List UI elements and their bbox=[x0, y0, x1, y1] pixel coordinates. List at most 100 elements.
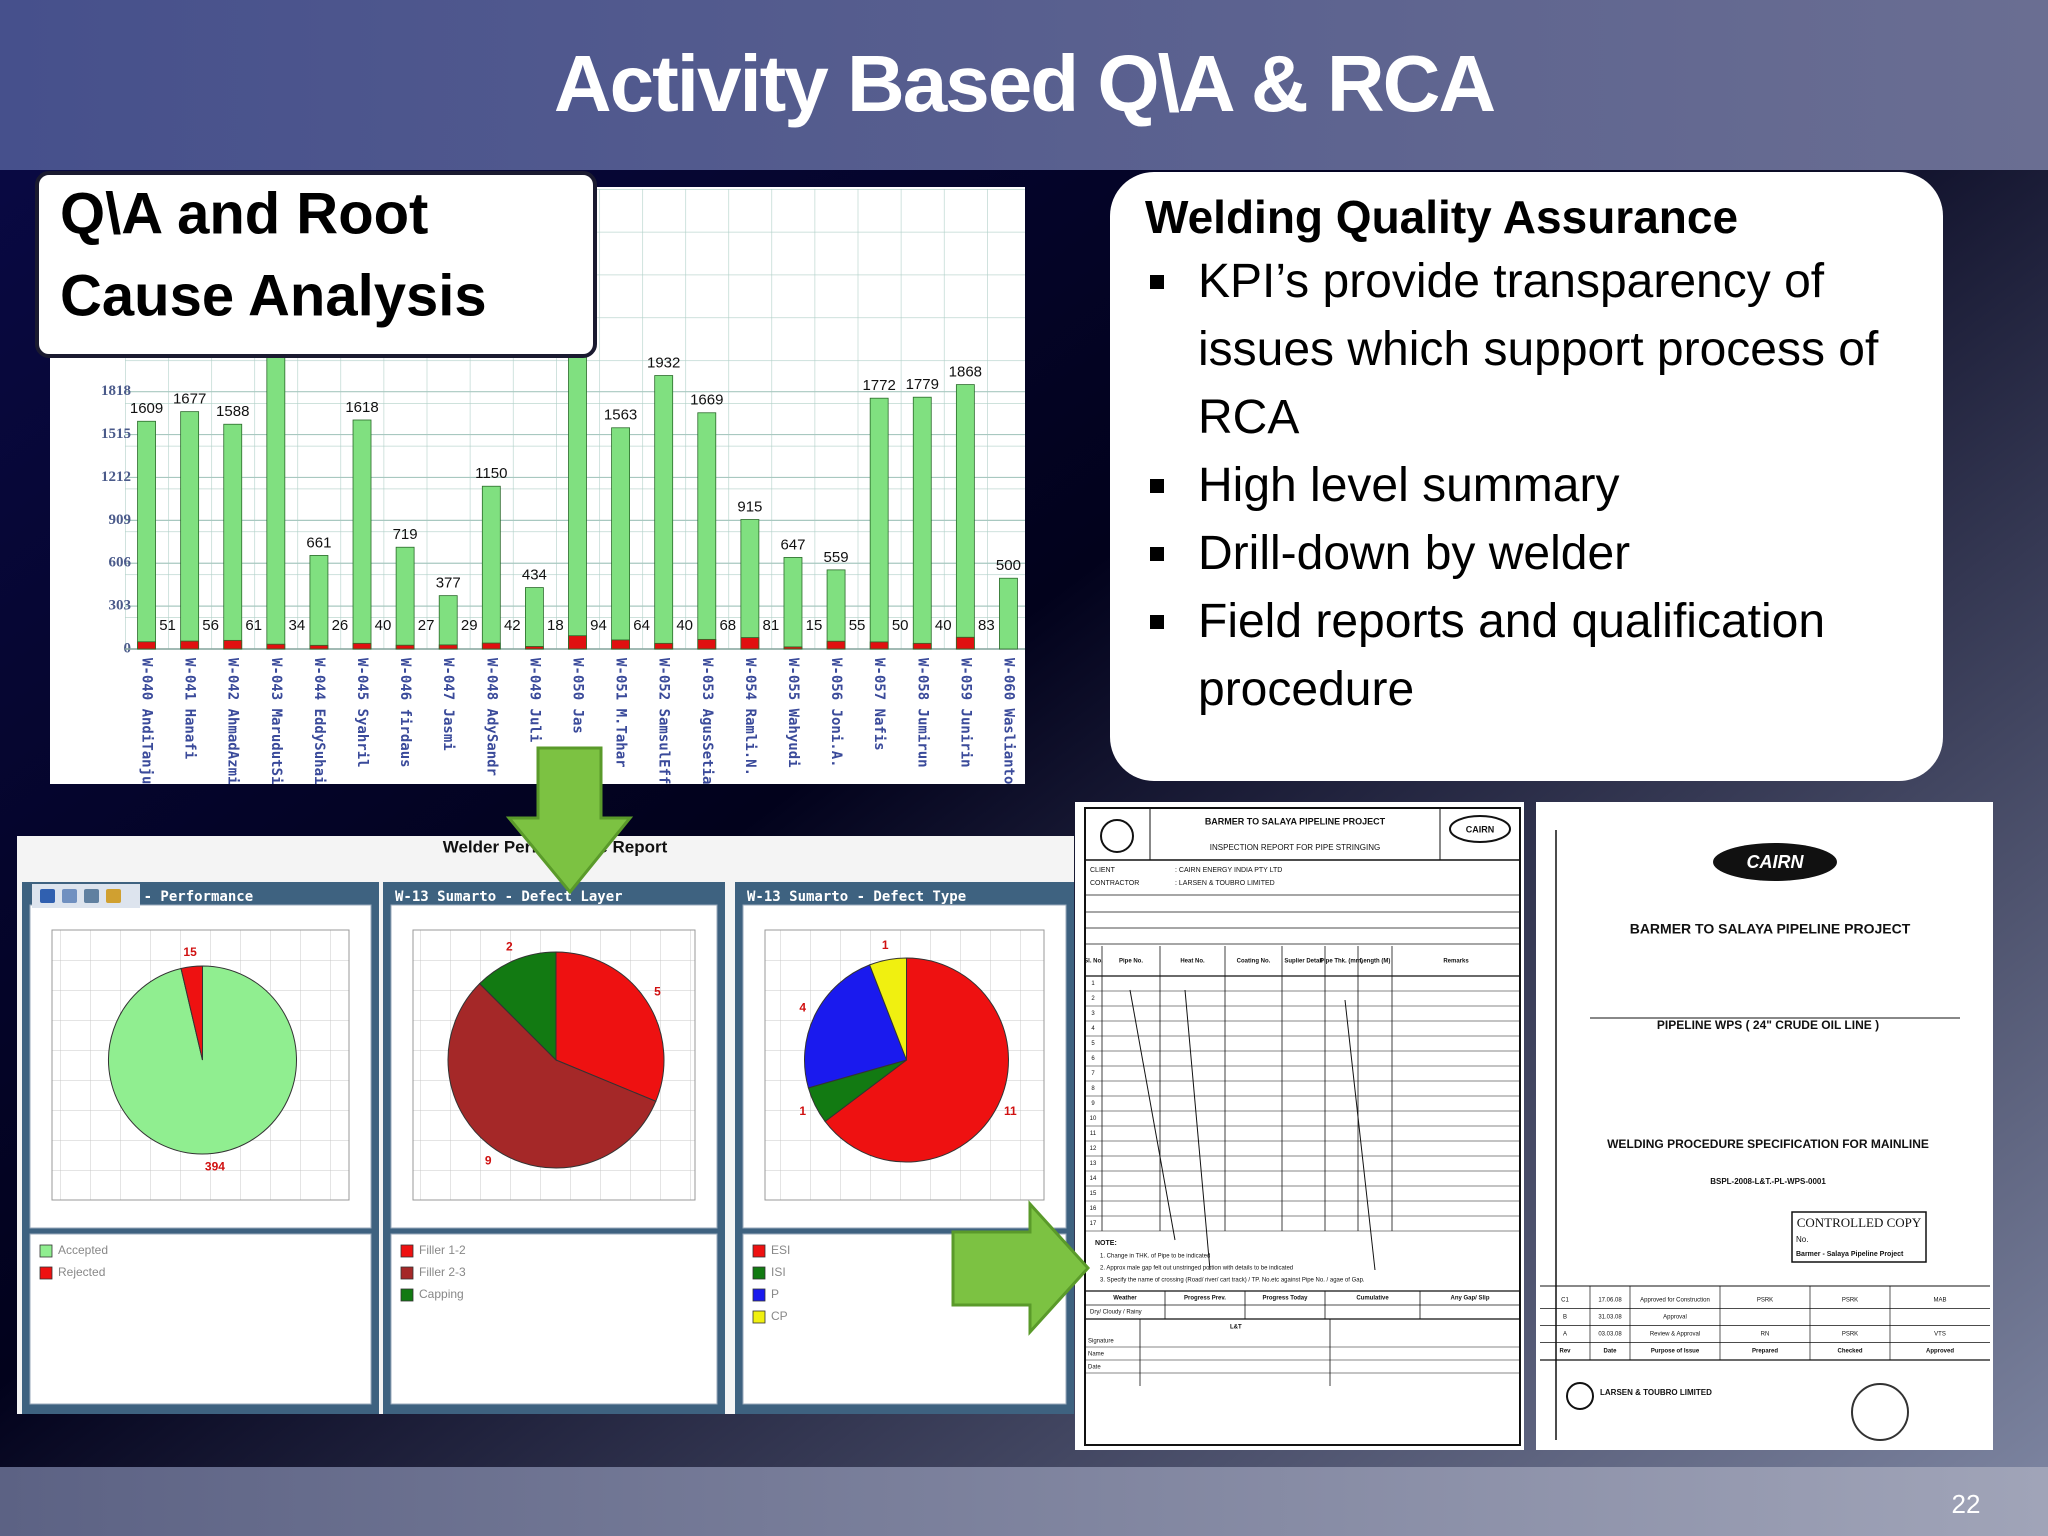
bar bbox=[309, 555, 329, 650]
form-text: 13 bbox=[1090, 1161, 1097, 1167]
value-label: 27 bbox=[418, 617, 435, 634]
form-text: 4 bbox=[1091, 1026, 1095, 1032]
logo bbox=[1566, 1382, 1594, 1410]
form-text: : LARSEN & TOUBRO LIMITED bbox=[1175, 880, 1275, 887]
form-text: Prepared bbox=[1752, 1349, 1778, 1355]
bar bbox=[740, 519, 760, 650]
form-text: 15 bbox=[1090, 1191, 1097, 1197]
legend-swatch bbox=[400, 1266, 414, 1280]
bar bbox=[266, 308, 286, 650]
bar bbox=[568, 308, 587, 650]
value-label: 661 bbox=[306, 534, 331, 551]
slice-label: 15 bbox=[183, 945, 197, 959]
bullet: Field reports and qualification procedur… bbox=[1145, 588, 1913, 724]
form-text: 10 bbox=[1090, 1116, 1097, 1122]
logo-oval bbox=[1449, 815, 1511, 843]
value-label: 61 bbox=[245, 617, 262, 634]
bar bbox=[654, 375, 674, 650]
bar bbox=[999, 577, 1018, 650]
x-tick-label: W-056 Joni.A. bbox=[828, 658, 844, 768]
legend-swatch bbox=[39, 1244, 53, 1258]
legend-swatch bbox=[400, 1288, 414, 1302]
bar bbox=[525, 587, 544, 650]
form-text: BSPL-2008-L&T.-PL-WPS-0001 bbox=[1710, 1177, 1826, 1186]
slice-label: 1 bbox=[799, 1104, 806, 1118]
bar bbox=[352, 642, 372, 650]
form-text: CAIRN bbox=[1466, 824, 1495, 834]
bar bbox=[826, 640, 846, 650]
inspection-report: BARMER TO SALAYA PIPELINE PROJECT INSPECT… bbox=[1075, 802, 1524, 1450]
form-text: 6 bbox=[1091, 1056, 1095, 1062]
toolbar-icon bbox=[62, 889, 77, 903]
x-tick-label: W-051 M.Tahar bbox=[613, 658, 629, 768]
legend-swatch bbox=[400, 1244, 414, 1258]
x-tick-label: W-044 EddySuhaili bbox=[311, 658, 327, 801]
form-text: C1 bbox=[1561, 1298, 1569, 1304]
toolbar-icon bbox=[106, 889, 121, 903]
form-text: Name bbox=[1088, 1352, 1105, 1358]
form-text: Length (M) bbox=[1360, 959, 1391, 965]
bullet: Drill-down by welder bbox=[1145, 520, 1913, 588]
value-label: 40 bbox=[676, 617, 693, 634]
form-text: Progress Prev. bbox=[1184, 1296, 1226, 1302]
value-label: 1588 bbox=[216, 403, 249, 420]
legend-label: ISI bbox=[771, 1265, 786, 1279]
value-label: 1932 bbox=[647, 355, 680, 372]
form-text: B bbox=[1563, 1315, 1567, 1321]
legend-swatch bbox=[752, 1244, 766, 1258]
value-label: 15 bbox=[806, 617, 823, 634]
form-text: 17.06.08 bbox=[1598, 1298, 1622, 1304]
value-label: 40 bbox=[935, 617, 952, 634]
value-label: 26 bbox=[332, 617, 349, 634]
bar bbox=[395, 644, 415, 650]
y-tick-label: 1818 bbox=[101, 383, 131, 399]
wps-document: CAIRN BARMER TO SALAYA PIPELINE PROJECT PI… bbox=[1536, 802, 1993, 1450]
value-label: 1868 bbox=[949, 364, 982, 381]
pie-slice bbox=[804, 964, 908, 1089]
toolbar-icon bbox=[40, 889, 55, 903]
value-label: 500 bbox=[996, 557, 1021, 574]
value-label: 1779 bbox=[906, 376, 939, 393]
value-label: 1150 bbox=[475, 465, 507, 482]
form-text: PSRK bbox=[1842, 1298, 1858, 1304]
bar bbox=[223, 423, 243, 650]
x-tick-label: W-060 Waslianto bbox=[1000, 658, 1016, 784]
form-text: L&T bbox=[1230, 1325, 1242, 1331]
bar bbox=[309, 644, 329, 650]
form-text: Approved bbox=[1926, 1349, 1954, 1355]
legend-label: Filler 1-2 bbox=[419, 1243, 466, 1257]
value-label: 94 bbox=[590, 617, 607, 634]
form-text: LARSEN & TOUBRO LIMITED bbox=[1600, 1388, 1712, 1397]
value-label: 434 bbox=[522, 567, 547, 584]
form-text: Rev bbox=[1559, 1349, 1571, 1355]
form-text: 5 bbox=[1091, 1041, 1095, 1047]
form-text: Review & Approval bbox=[1650, 1332, 1700, 1338]
bar bbox=[955, 636, 975, 650]
form-text: WELDING PROCEDURE SPECIFICATION FOR MAIN… bbox=[1607, 1137, 1929, 1151]
arrow-right bbox=[951, 1200, 1091, 1336]
form-text: Remarks bbox=[1443, 959, 1469, 965]
value-label: 18 bbox=[547, 617, 564, 634]
bar bbox=[180, 411, 200, 650]
form-text: Suplier Detail bbox=[1284, 959, 1323, 965]
value-label: 34 bbox=[288, 617, 305, 634]
legend-swatch bbox=[752, 1288, 766, 1302]
x-tick-label: W-040 AndiTanjung bbox=[139, 658, 155, 801]
value-label: 1772 bbox=[862, 377, 895, 394]
slice-label: 5 bbox=[654, 984, 661, 998]
form-text: INSPECTION REPORT FOR PIPE STRINGING bbox=[1210, 843, 1380, 852]
bar bbox=[568, 635, 587, 650]
slice-label: 2 bbox=[506, 939, 513, 953]
bar bbox=[481, 485, 501, 650]
form-text: CLIENT bbox=[1090, 867, 1116, 874]
slice-label: 4 bbox=[799, 1000, 806, 1014]
callout-line: Cause Analysis bbox=[60, 263, 487, 328]
form-text: Checked bbox=[1837, 1349, 1862, 1355]
form-text: PIPELINE WPS ( 24" CRUDE OIL LINE ) bbox=[1657, 1018, 1879, 1032]
value-label: 64 bbox=[633, 617, 650, 634]
panel-title: Welding Quality Assurance bbox=[1145, 191, 1739, 243]
y-tick-label: 1515 bbox=[101, 426, 131, 442]
legend-label: Capping bbox=[419, 1287, 464, 1301]
bullet-list: KPI’s provide transparency of issues whi… bbox=[1145, 248, 1913, 724]
pie-slice bbox=[555, 951, 665, 1102]
